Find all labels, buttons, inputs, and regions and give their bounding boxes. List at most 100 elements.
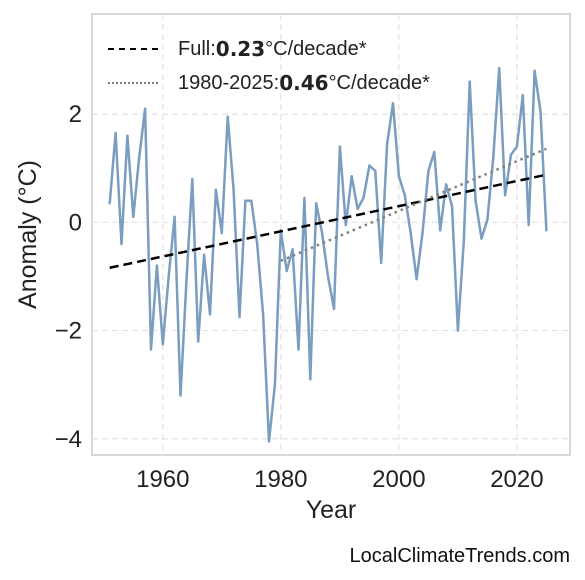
y-tick-label: 0 (69, 209, 82, 236)
data-point (214, 188, 218, 192)
data-point (120, 242, 123, 246)
data-point (421, 231, 424, 235)
data-point (320, 231, 324, 235)
legend-full-unit: °C/decade* (265, 37, 367, 60)
data-point (379, 261, 383, 265)
data-point (397, 175, 401, 178)
data-point (161, 342, 165, 346)
data-point (515, 145, 519, 148)
data-point (232, 188, 235, 192)
data-point (533, 69, 536, 73)
data-point (545, 229, 548, 232)
data-point (350, 175, 353, 178)
data-point (138, 156, 141, 159)
data-point (374, 169, 377, 173)
legend-swatch-recent (108, 82, 158, 84)
legend-full-prefix: Full: (178, 37, 216, 60)
data-point (391, 102, 395, 105)
data-point (114, 131, 117, 135)
legend-entry-full: Full: 0.23 °C/decade* (108, 32, 430, 66)
data-point (521, 93, 524, 97)
data-point (362, 196, 365, 200)
data-point (179, 394, 182, 397)
data-point (267, 440, 271, 443)
data-point (143, 107, 147, 110)
data-point (226, 115, 229, 119)
y-axis-label: Anomaly (°C) (14, 160, 42, 309)
data-point (509, 153, 513, 156)
trend-line-1 (280, 147, 547, 262)
data-point (462, 240, 465, 243)
data-point (403, 194, 406, 197)
data-point (486, 218, 489, 221)
data-point (173, 215, 176, 219)
y-tick-label: −2 (55, 318, 82, 345)
data-point (291, 248, 294, 251)
data-point (344, 223, 347, 227)
data-point (155, 264, 159, 267)
x-tick-label: 2020 (490, 466, 543, 493)
data-point (202, 253, 206, 256)
data-point (368, 164, 371, 167)
data-point (444, 183, 448, 186)
data-point (191, 177, 194, 181)
data-point (450, 204, 454, 208)
data-point (208, 313, 212, 316)
data-point (492, 156, 495, 159)
data-point (474, 199, 477, 202)
data-point (433, 150, 436, 154)
data-point (415, 277, 418, 281)
data-point (315, 202, 318, 205)
legend-recent-unit: °C/decade* (328, 71, 430, 94)
data-point (197, 340, 200, 343)
data-point (409, 231, 412, 235)
trend-layer (109, 147, 547, 270)
data-point (285, 269, 288, 273)
data-point (497, 66, 501, 70)
data-point (167, 275, 170, 278)
data-point (303, 196, 306, 200)
data-point (338, 145, 342, 148)
legend-recent-rate: 0.46 (279, 71, 329, 95)
data-point (132, 215, 135, 219)
y-tick-label: 2 (69, 101, 82, 128)
data-point (244, 199, 247, 202)
data-point (456, 329, 460, 332)
series-layer (108, 66, 548, 443)
legend-full-rate: 0.23 (215, 37, 266, 61)
x-tick-label: 1980 (254, 466, 307, 493)
data-point (149, 348, 153, 351)
axis-ticks: 1960 1980 2000 2020 −4 −2 0 2 (55, 101, 544, 493)
data-point (503, 194, 507, 197)
legend-swatch-full (108, 48, 158, 50)
data-point (480, 237, 483, 240)
x-tick-label: 2000 (372, 466, 425, 493)
data-point (309, 378, 312, 381)
watermark: LocalClimateTrends.com (349, 545, 570, 567)
legend-recent-prefix: 1980-2025: (178, 71, 280, 94)
y-tick-label: −4 (55, 426, 82, 453)
data-point (468, 80, 471, 83)
data-point (539, 110, 542, 113)
data-point (332, 307, 336, 311)
data-point (250, 199, 253, 202)
data-point (297, 348, 300, 351)
data-point (427, 169, 430, 173)
legend-entry-recent: 1980-2025: 0.46 °C/decade* (108, 66, 430, 100)
data-point (385, 142, 389, 146)
data-point (256, 242, 259, 246)
data-point (108, 202, 111, 205)
data-point (273, 383, 277, 386)
trend-line-0 (109, 173, 547, 270)
data-point (356, 207, 359, 210)
data-point (238, 315, 241, 319)
data-point (126, 134, 129, 137)
data-point (220, 231, 224, 235)
legend: Full: 0.23 °C/decade* 1980-2025: 0.46 °C… (108, 32, 430, 100)
data-point (326, 275, 330, 278)
data-point (261, 313, 265, 316)
data-point (527, 223, 530, 227)
data-point (185, 280, 188, 284)
x-axis-label: Year (306, 496, 357, 524)
